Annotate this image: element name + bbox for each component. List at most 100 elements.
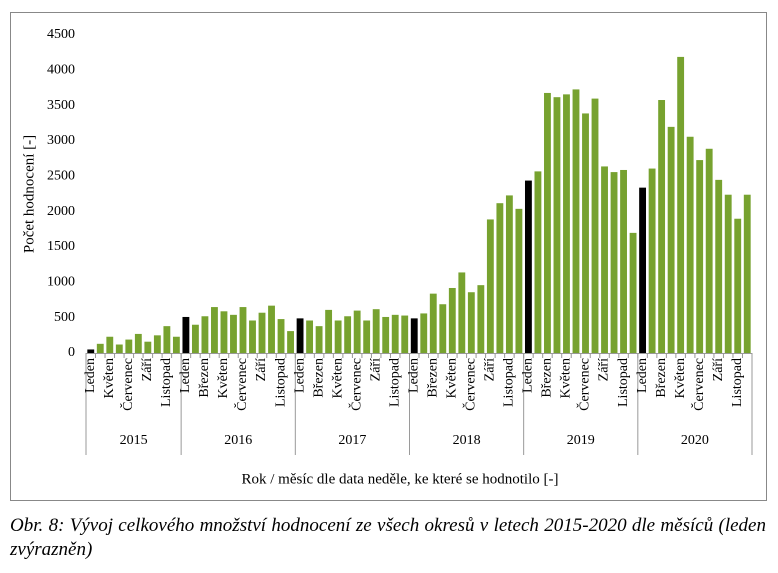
bar [211, 307, 218, 353]
bar [620, 169, 627, 353]
bar [363, 320, 371, 353]
bar [553, 97, 561, 353]
bar [268, 305, 275, 353]
x-tick-label: Září [368, 358, 383, 381]
bar [686, 136, 694, 353]
bar [648, 168, 656, 353]
bar [667, 126, 675, 353]
x-tick-label: Březen [540, 358, 555, 398]
caption: Obr. 8: Vývoj celkového množství hodnoce… [10, 515, 766, 560]
y-tick-label: 2500 [47, 169, 75, 184]
x-tick-label: Leden [292, 358, 307, 393]
bar [315, 326, 323, 353]
x-tick-label: Březen [425, 358, 440, 398]
bar [724, 194, 732, 353]
bar [277, 319, 285, 353]
group-label: 2020 [681, 433, 709, 448]
x-tick-label: Leden [521, 358, 536, 393]
bar [325, 309, 333, 353]
bar [639, 187, 647, 353]
y-tick-label: 2000 [47, 204, 75, 219]
bar [153, 335, 161, 353]
x-tick-label: Květen [445, 358, 460, 398]
x-tick-label: Listopad [616, 358, 631, 407]
bar [182, 316, 190, 353]
bar [410, 318, 418, 353]
bar [220, 311, 228, 353]
x-tick-label: Listopad [502, 358, 517, 407]
bar [467, 292, 475, 353]
chart: Počet hodnocení [-] Rok / měsíc dle data… [10, 12, 767, 501]
x-tick-label: Červenec [119, 358, 136, 411]
chart-border [10, 12, 767, 501]
y-tick-label: 3500 [47, 98, 75, 113]
x-tick-label: Červenec [690, 358, 707, 411]
bar [306, 320, 314, 353]
bar [344, 316, 352, 353]
bar [296, 318, 304, 353]
bar [629, 232, 637, 353]
x-tick-label: Květen [330, 358, 345, 398]
x-tick-label: Červenec [233, 358, 250, 411]
x-tick-label: Květen [216, 358, 231, 398]
bar [401, 315, 409, 353]
x-tick-label: Červenec [576, 358, 593, 411]
bar [477, 285, 485, 353]
bar [610, 172, 618, 353]
x-tick-label: Září [483, 358, 498, 381]
x-tick-label: Listopad [387, 358, 402, 407]
y-tick-label: 4000 [47, 63, 75, 78]
x-tick-label: Září [597, 358, 612, 381]
bar [144, 341, 152, 353]
bar [125, 339, 133, 353]
bar [172, 336, 180, 353]
bar [134, 333, 142, 353]
x-tick-label: Listopad [159, 358, 174, 407]
bar [249, 320, 256, 353]
bar [420, 313, 428, 353]
x-tick-label: Květen [102, 358, 117, 398]
group-label: 2015 [120, 433, 148, 448]
x-tick-label: Březen [197, 358, 212, 398]
bar [505, 195, 513, 353]
y-axis-title: Počet hodnocení [-] [21, 135, 37, 253]
bar [287, 331, 294, 353]
x-tick-label: Leden [406, 358, 421, 393]
bar [96, 343, 104, 353]
x-tick-label: Leden [83, 358, 98, 393]
bar [486, 219, 494, 353]
group-label: 2016 [224, 433, 252, 448]
x-tick-label: Leden [635, 358, 650, 393]
bar [87, 349, 95, 353]
bar [563, 94, 570, 354]
bar [353, 310, 361, 353]
group-label: 2018 [453, 433, 481, 448]
bar [715, 179, 723, 353]
x-tick-label: Květen [673, 358, 688, 398]
y-tick-label: 500 [54, 310, 75, 325]
bar [258, 312, 266, 353]
x-axis-title: Rok / měsíc dle data neděle, ke které se… [242, 471, 559, 487]
bar [382, 316, 390, 353]
bar [496, 203, 504, 353]
bar [429, 293, 437, 353]
bar [191, 324, 199, 353]
bar [601, 166, 608, 353]
bar [458, 272, 466, 353]
bar [705, 148, 713, 353]
y-tick-label: 3000 [47, 133, 75, 148]
bar [439, 304, 447, 353]
bar [391, 314, 399, 353]
x-tick-label: Září [140, 358, 155, 381]
bar [230, 314, 237, 353]
bar [734, 218, 742, 353]
bar [696, 160, 704, 353]
group-label: 2017 [338, 433, 366, 448]
bar [572, 89, 580, 353]
bar [591, 98, 599, 353]
x-tick-label: Září [254, 358, 269, 381]
bar [448, 287, 456, 353]
bar [677, 56, 685, 353]
bar [534, 171, 542, 353]
